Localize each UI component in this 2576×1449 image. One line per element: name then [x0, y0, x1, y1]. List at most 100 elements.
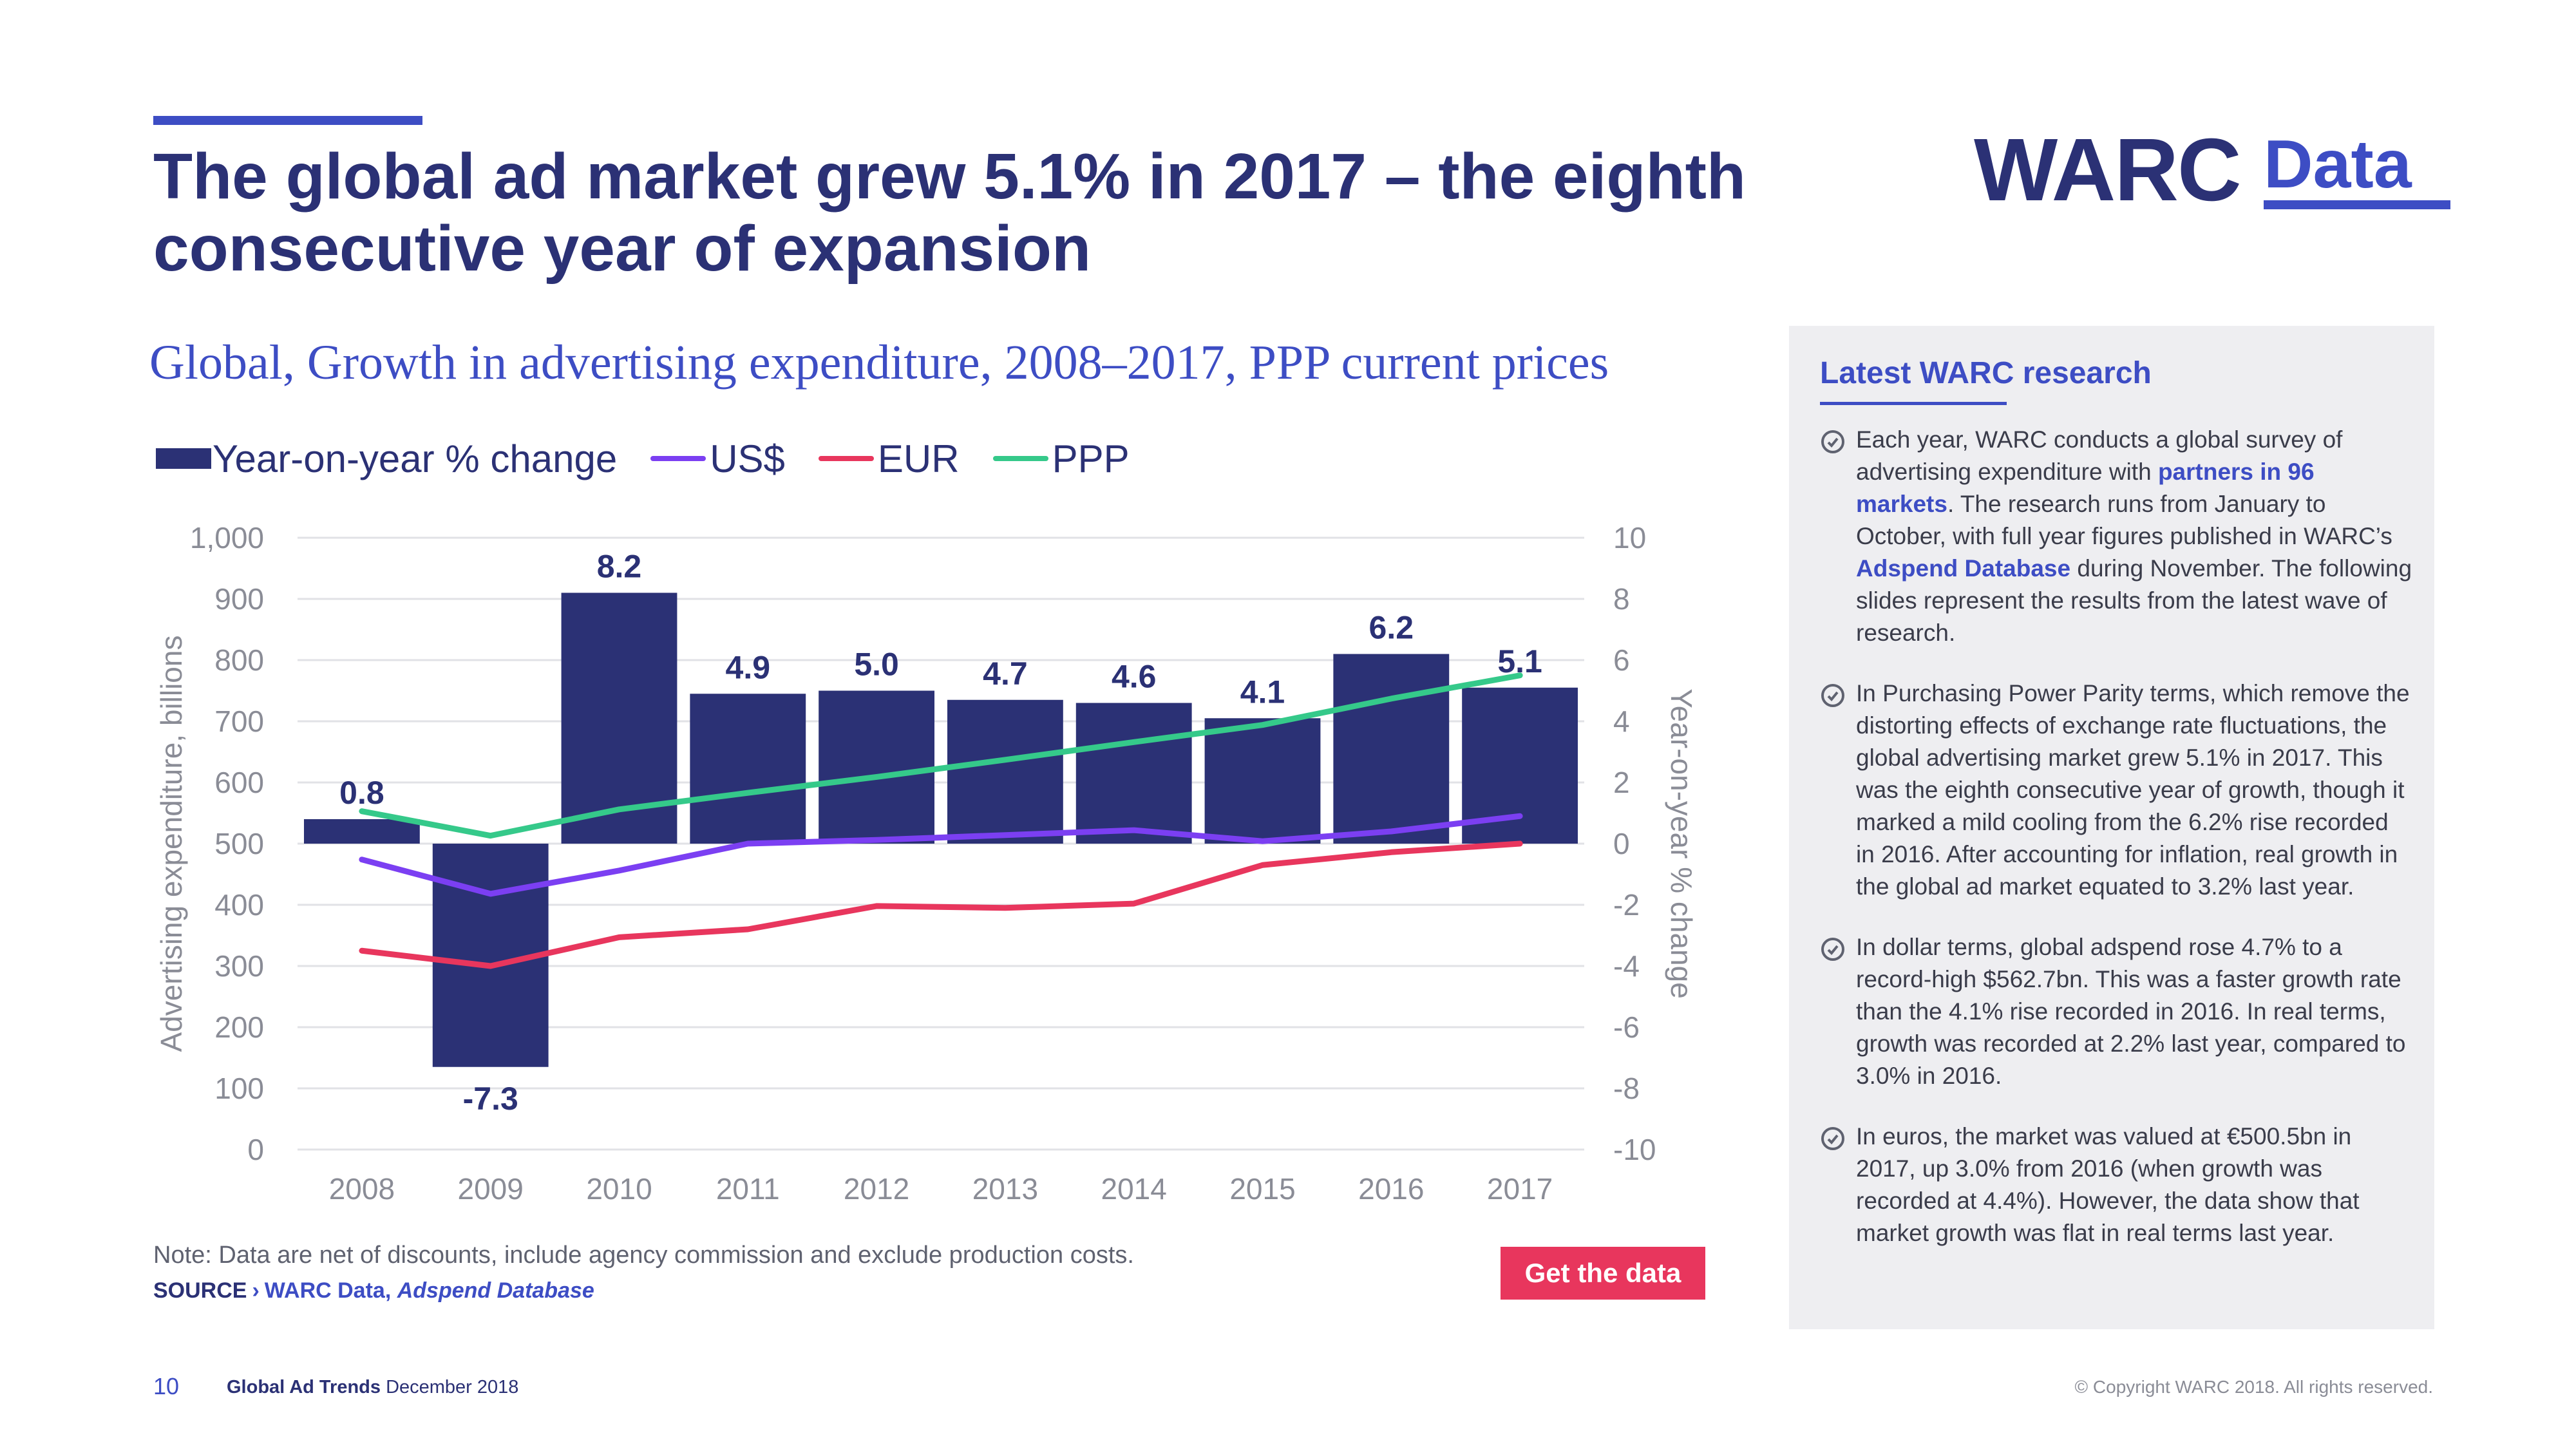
bar-2008	[303, 819, 420, 844]
page-title-line-2: consecutive year of expansion	[153, 213, 1092, 285]
page-number: 10	[153, 1373, 180, 1399]
legend-item-ppp: PPP	[992, 437, 1130, 481]
bar-2016	[1333, 654, 1450, 844]
y-right-tick-label: -2	[1613, 888, 1640, 922]
research-panel: Latest WARC research Each year, WARC con…	[1789, 326, 2434, 1329]
panel-title-rule	[1820, 402, 2007, 405]
logo-underline	[2264, 200, 2450, 209]
legend-label-ppp: PPP	[1052, 437, 1130, 480]
page-title: The global ad market grew 5.1% in 2017 –…	[153, 140, 1802, 285]
x-tick-label: 2012	[844, 1172, 909, 1206]
x-tick-label: 2011	[716, 1172, 780, 1206]
y-left-tick-label: 1,000	[190, 521, 264, 554]
legend-swatch-bar	[156, 448, 211, 469]
y-left-axis-title: Advertising expenditure, billions	[155, 636, 188, 1052]
source-label: SOURCE	[153, 1278, 247, 1303]
source-database-link[interactable]: Adspend Database	[397, 1278, 594, 1303]
legend-label-usd: US$	[710, 437, 785, 480]
bar-2012	[819, 690, 935, 844]
bar-data-label: 8.2	[597, 549, 642, 585]
bar-data-label: 4.6	[1112, 659, 1157, 695]
footer-publication-bold: Global Ad Trends	[227, 1377, 381, 1397]
footer-publication: Global Ad Trends December 2018	[227, 1377, 518, 1398]
logo-warc-text: WARC	[1974, 120, 2242, 220]
bullet-1-text-a: Each year, WARC conducts a global survey…	[1856, 426, 2343, 485]
bar-data-label: 5.0	[854, 647, 899, 683]
y-left-tick-label: 500	[214, 827, 264, 860]
panel-bullet-1: Each year, WARC conducts a global survey…	[1820, 424, 2412, 649]
y-left-tick-label: 200	[214, 1010, 264, 1044]
check-circle-icon	[1821, 430, 1844, 453]
x-tick-label: 2016	[1358, 1172, 1424, 1206]
y-left-tick-label: 0	[247, 1133, 264, 1166]
legend-label-yoy: Year-on-year % change	[213, 437, 618, 480]
page-title-line-1: The global ad market grew 5.1% in 2017 –…	[153, 140, 1746, 213]
bar-data-label: 4.9	[726, 649, 771, 685]
panel-bullet-2: In Purchasing Power Parity terms, which …	[1820, 677, 2412, 903]
check-circle-icon	[1821, 938, 1844, 961]
chart-legend: Year-on-year % change US$ EUR PPP	[156, 433, 1163, 484]
y-right-tick-label: 4	[1613, 705, 1630, 738]
chart-subtitle: Global, Growth in advertising expenditur…	[149, 336, 1609, 390]
bullet-1-text-b: . The research runs from January to Octo…	[1856, 491, 2392, 549]
legend-item-yoy: Year-on-year % change	[156, 437, 617, 481]
y-right-tick-label: 10	[1613, 521, 1646, 554]
bar-2013	[947, 699, 1063, 844]
panel-bullet-list: Each year, WARC conducts a global survey…	[1820, 424, 2412, 1278]
check-circle-icon	[1821, 1127, 1844, 1150]
y-left-tick-label: 100	[214, 1072, 264, 1105]
y-right-axis-title: Year-on-year % change	[1665, 688, 1698, 999]
bullet-4-text: In euros, the market was valued at €500.…	[1856, 1123, 2360, 1246]
legend-label-eur: EUR	[877, 437, 960, 480]
logo-data-text: Data	[2264, 126, 2412, 202]
x-tick-label: 2009	[458, 1172, 524, 1206]
legend-item-eur: EUR	[818, 437, 960, 481]
y-right-tick-label: -6	[1613, 1010, 1640, 1044]
x-tick-label: 2010	[586, 1172, 652, 1206]
bar-data-label: -7.3	[463, 1081, 518, 1117]
line-series-ppp	[359, 672, 1523, 839]
get-the-data-button[interactable]: Get the data	[1501, 1247, 1705, 1300]
bullet-2-text: In Purchasing Power Parity terms, which …	[1856, 680, 2410, 900]
y-left-tick-label: 700	[214, 705, 264, 738]
panel-title: Latest WARC research	[1820, 356, 2152, 390]
adspend-database-link[interactable]: Adspend Database	[1856, 555, 2071, 582]
source-arrow: ›	[252, 1278, 260, 1303]
y-right-tick-label: -4	[1613, 949, 1640, 983]
panel-bullet-4: In euros, the market was valued at €500.…	[1820, 1121, 2412, 1249]
y-left-tick-label: 800	[214, 643, 264, 677]
bar-data-label: 6.2	[1369, 610, 1414, 646]
x-tick-label: 2017	[1487, 1172, 1553, 1206]
y-right-tick-label: -10	[1613, 1133, 1656, 1166]
bar-2015	[1204, 718, 1321, 844]
bullet-3-text: In dollar terms, global adspend rose 4.7…	[1856, 934, 2406, 1089]
x-tick-label: 2008	[329, 1172, 395, 1206]
y-left-tick-label: 600	[214, 766, 264, 799]
bar-data-label: 0.8	[339, 775, 384, 811]
chart-note: Note: Data are net of discounts, include…	[153, 1242, 1134, 1269]
panel-bullet-3: In dollar terms, global adspend rose 4.7…	[1820, 931, 2412, 1092]
warc-data-logo: WARC Data	[1974, 119, 2450, 222]
y-left-tick-label: 400	[214, 888, 264, 922]
y-right-tick-label: 6	[1613, 643, 1630, 677]
y-right-tick-label: 2	[1613, 766, 1630, 799]
y-right-tick-label: 0	[1613, 827, 1630, 860]
legend-swatch-eur	[818, 456, 874, 461]
source-link[interactable]: WARC Data,	[264, 1278, 397, 1303]
bar-2011	[690, 694, 806, 844]
header-accent-rule	[153, 116, 422, 125]
legend-item-usd: US$	[650, 437, 785, 481]
check-circle-icon	[1821, 684, 1844, 707]
source-line: SOURCE › WARC Data, Adspend Database	[153, 1278, 594, 1303]
footer-publication-date: December 2018	[381, 1377, 519, 1397]
partners-link[interactable]: partners in 96 markets	[1856, 459, 2315, 517]
y-right-tick-label: -8	[1613, 1072, 1640, 1105]
y-right-tick-label: 8	[1613, 582, 1630, 616]
footer-copyright: © Copyright WARC 2018. All rights reserv…	[2074, 1377, 2433, 1397]
bar-2014	[1075, 703, 1192, 844]
y-left-tick-label: 300	[214, 949, 264, 983]
legend-swatch-ppp	[992, 456, 1048, 461]
bar-data-label: 4.1	[1240, 674, 1285, 710]
line-series-eur	[359, 840, 1523, 969]
